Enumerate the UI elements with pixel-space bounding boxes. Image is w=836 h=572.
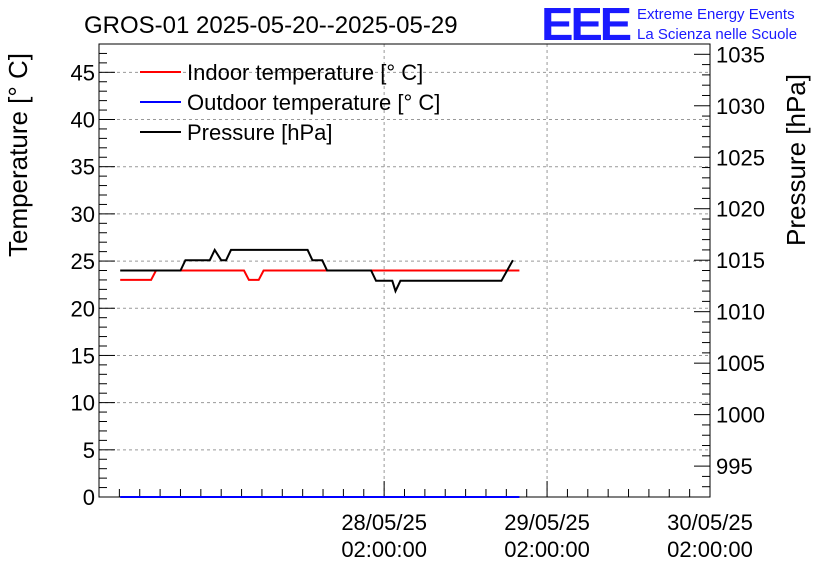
y-right-tick-label: 1005 — [716, 351, 765, 376]
legend-label-2: Pressure [hPa] — [187, 120, 333, 145]
y-left-tick-label: 5 — [83, 438, 95, 463]
y-left-tick-label: 20 — [71, 296, 95, 321]
y-right-tick-label: 1020 — [716, 197, 765, 222]
y-right-tick-label: 1010 — [716, 300, 765, 325]
ticks-layer — [99, 43, 711, 498]
logo-line1: Extreme Energy Events — [637, 6, 795, 23]
y-left-tick-label: 10 — [71, 391, 95, 416]
y-left-tick-label: 0 — [83, 485, 95, 510]
y-left-tick-label: 35 — [71, 155, 95, 180]
x-tick-label-date: 28/05/25 — [341, 510, 427, 535]
y-right-tick-label: 1035 — [716, 42, 765, 67]
y-right-tick-label: 1000 — [716, 403, 765, 428]
x-tick-label-date: 29/05/25 — [504, 510, 590, 535]
series-line-0 — [120, 269, 520, 281]
x-tick-label-date: 30/05/25 — [667, 510, 753, 535]
labels-layer: 0510152025303540459951000100510101015102… — [71, 42, 765, 562]
legend-label-0: Indoor temperature [° C] — [187, 60, 423, 85]
y-right-label: Pressure [hPa] — [781, 74, 811, 246]
eee-logo: EEE Extreme Energy Events La Scienza nel… — [541, 0, 797, 50]
y-left-label: Temperature [° C] — [3, 53, 33, 257]
x-tick-label-time: 02:00:00 — [504, 537, 590, 562]
chart-title: GROS-01 2025-05-20--2025-05-29 — [84, 12, 458, 39]
y-left-tick-label: 15 — [71, 343, 95, 368]
series-layer — [120, 247, 520, 498]
y-left-tick-label: 25 — [71, 249, 95, 274]
y-right-tick-label: 1030 — [716, 94, 765, 119]
y-left-tick-label: 30 — [71, 202, 95, 227]
series-line-2 — [120, 247, 514, 294]
logo-letters: EEE — [541, 0, 630, 50]
y-right-tick-label: 1025 — [716, 145, 765, 170]
x-tick-label-time: 02:00:00 — [341, 537, 427, 562]
logo-line2: La Scienza nelle Scuole — [637, 26, 797, 43]
y-right-tick-label: 995 — [716, 454, 753, 479]
y-left-tick-label: 45 — [71, 60, 95, 85]
y-left-tick-label: 40 — [71, 108, 95, 133]
legend-label-1: Outdoor temperature [° C] — [187, 90, 440, 115]
x-tick-label-time: 02:00:00 — [667, 537, 753, 562]
legend: Indoor temperature [° C] Outdoor temperat… — [140, 60, 440, 145]
y-right-tick-label: 1015 — [716, 248, 765, 273]
